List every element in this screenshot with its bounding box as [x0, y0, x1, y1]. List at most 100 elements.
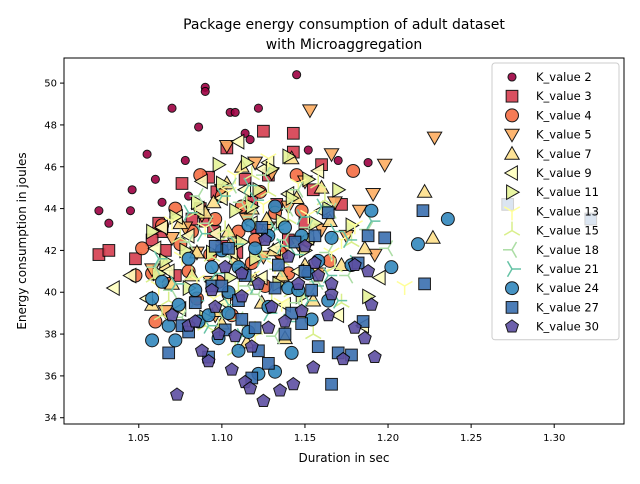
data-point	[167, 103, 177, 113]
chart-title-line-2: with Microaggregation	[266, 37, 423, 53]
data-point	[175, 177, 189, 190]
legend-marker	[503, 145, 521, 160]
data-point	[273, 297, 290, 312]
data-point	[256, 166, 271, 184]
data-point	[248, 241, 263, 256]
data-point	[180, 155, 190, 166]
data-point	[321, 307, 336, 322]
legend-item: K_value 2	[507, 70, 592, 84]
data-point	[212, 156, 227, 173]
x-tick-label: 1.10	[211, 433, 233, 444]
data-point	[323, 148, 340, 163]
data-point	[310, 162, 325, 179]
legend-label: K_value 27	[536, 300, 599, 314]
data-point	[208, 299, 223, 313]
legend-label: K_value 5	[536, 128, 592, 142]
data-point	[234, 266, 249, 280]
y-tick-label: 46	[44, 162, 57, 173]
data-point	[262, 356, 275, 370]
legend-item: K_value 3	[505, 89, 592, 103]
data-point	[244, 339, 259, 353]
data-point	[376, 158, 393, 173]
data-point	[281, 249, 296, 263]
legend-item: K_value 15	[503, 221, 599, 238]
y-tick-label: 42	[44, 246, 57, 257]
data-point	[361, 263, 376, 278]
series-k_value-18	[146, 166, 394, 345]
data-point	[305, 283, 318, 297]
data-point	[325, 377, 338, 391]
data-point	[162, 346, 176, 360]
legend-marker	[505, 89, 519, 103]
legend-marker	[506, 260, 521, 278]
data-point	[102, 244, 116, 257]
data-point	[204, 260, 219, 275]
data-point	[286, 126, 300, 140]
data-point	[378, 231, 392, 245]
legend-marker	[503, 128, 521, 143]
data-point	[235, 233, 251, 251]
data-point	[343, 231, 358, 249]
data-point	[273, 383, 288, 397]
data-point	[323, 267, 338, 284]
data-point	[153, 250, 168, 267]
legend-label: K_value 4	[536, 108, 592, 122]
data-point	[145, 291, 160, 306]
data-point	[127, 185, 137, 195]
legend-label: K_value 18	[536, 243, 599, 257]
data-point	[165, 307, 180, 322]
legend: K_value 2 K_value 3 K_value 4 K_value 5 K_va…	[491, 62, 620, 341]
data-point	[319, 244, 334, 261]
x-tick-label: 1.05	[128, 433, 150, 444]
data-point	[221, 306, 236, 321]
y-tick-label: 40	[44, 288, 57, 299]
chart-title-line-1: Package energy consumption of adult data…	[183, 17, 505, 33]
data-point	[146, 258, 161, 276]
data-point	[324, 286, 339, 301]
data-point	[255, 221, 269, 234]
legend-item: K_value 7	[503, 145, 592, 161]
data-point	[245, 135, 255, 145]
data-point	[311, 268, 326, 282]
data-point	[364, 203, 379, 218]
data-point	[260, 182, 277, 198]
data-point	[321, 212, 338, 228]
data-point	[361, 229, 375, 243]
legend-marker	[503, 241, 518, 258]
series-k_value-30	[165, 232, 382, 407]
data-point	[224, 362, 239, 376]
data-point	[241, 218, 256, 233]
data-point	[307, 255, 322, 269]
data-point	[194, 122, 204, 132]
data-point	[316, 191, 334, 206]
legend-item: K_value 21	[506, 260, 599, 278]
y-axis-label: Energy consumption in joules	[15, 152, 29, 329]
data-point	[278, 220, 292, 235]
legend-marker	[505, 108, 519, 123]
data-point	[278, 327, 292, 341]
data-point	[286, 376, 301, 391]
data-point	[356, 240, 373, 255]
data-point	[94, 206, 104, 216]
data-point	[260, 153, 277, 168]
data-point	[305, 325, 322, 340]
data-point	[179, 233, 194, 251]
data-points	[92, 70, 598, 407]
data-point	[282, 148, 297, 165]
data-point	[159, 252, 174, 269]
data-point	[291, 276, 306, 290]
data-point	[326, 258, 344, 273]
data-point	[208, 239, 222, 253]
data-point	[160, 263, 175, 280]
legend-label: K_value 3	[536, 89, 592, 103]
data-point	[208, 212, 223, 227]
data-point	[347, 320, 362, 334]
data-point	[218, 259, 233, 274]
data-point	[346, 163, 361, 178]
series-k_value-2	[94, 70, 373, 228]
data-point	[243, 177, 258, 194]
data-point	[292, 70, 302, 80]
data-point	[204, 282, 219, 297]
data-point	[294, 303, 309, 318]
data-point	[163, 231, 181, 247]
